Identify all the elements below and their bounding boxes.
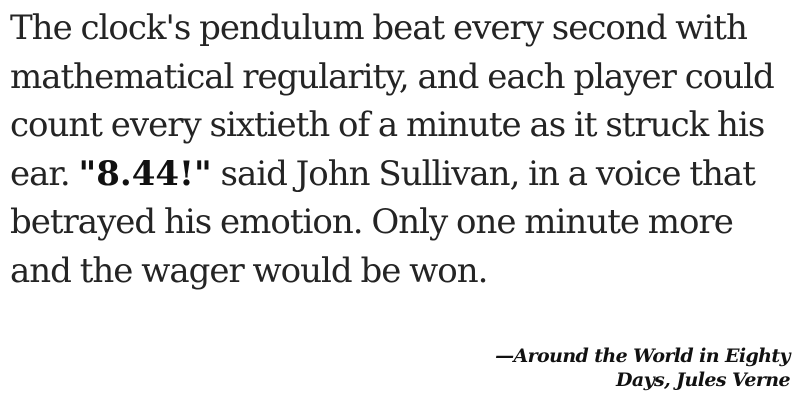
quote-body: The clock's pendulum beat every second w… <box>10 4 785 296</box>
quote-text-before: The clock's pendulum beat every second w… <box>10 8 775 194</box>
quote-text-after: said John Sullivan, in a voice that betr… <box>10 153 756 291</box>
quote-attribution: —Around the World in Eighty Days, Jules … <box>495 345 791 391</box>
quote-highlight: "8.44!" <box>78 153 212 194</box>
